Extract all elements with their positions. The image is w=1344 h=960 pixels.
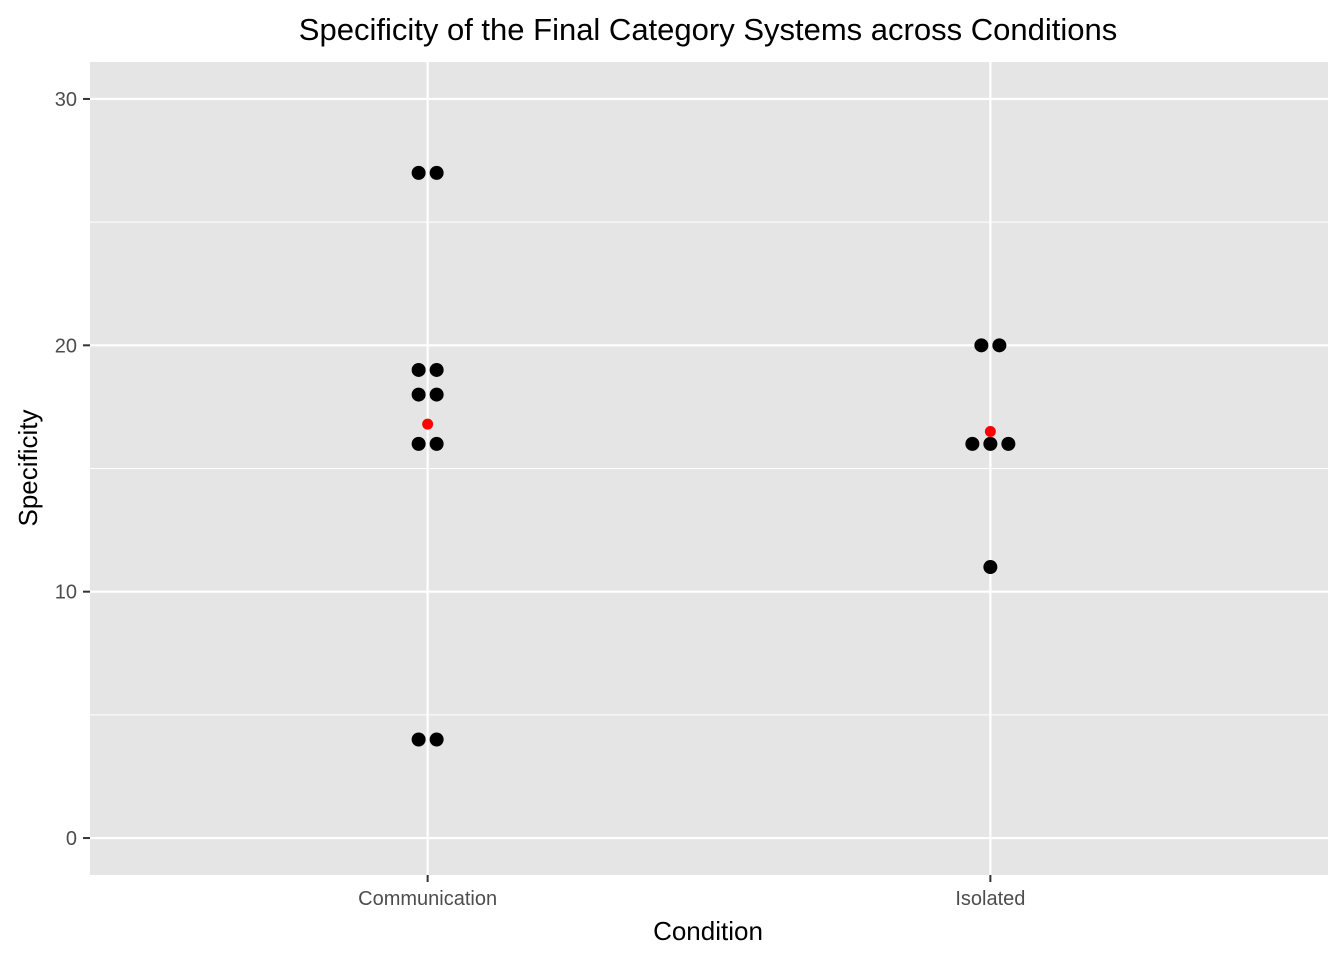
x-axis: Communication Isolated	[358, 875, 1025, 910]
data-point	[411, 362, 426, 377]
y-tick-label: 20	[55, 335, 77, 357]
mean-point	[422, 418, 434, 430]
y-tick-label: 30	[55, 89, 77, 111]
x-tick-label: Communication	[358, 888, 497, 910]
data-point	[983, 436, 998, 451]
data-point	[411, 165, 426, 180]
x-tick-label: Isolated	[955, 888, 1025, 910]
y-tick-label: 10	[55, 582, 77, 604]
data-point	[411, 387, 426, 402]
data-point	[411, 732, 426, 747]
y-tick-label: 0	[66, 828, 77, 850]
data-point	[429, 362, 444, 377]
data-points	[411, 165, 1016, 747]
data-point	[974, 338, 989, 353]
data-point	[429, 436, 444, 451]
data-point	[411, 436, 426, 451]
minor-gridlines	[90, 221, 1328, 716]
data-point	[429, 732, 444, 747]
mean-point	[984, 426, 996, 438]
data-point	[965, 436, 980, 451]
data-point	[992, 338, 1007, 353]
data-point	[983, 560, 998, 575]
y-axis-title: Specificity	[13, 409, 43, 526]
y-axis: 0 10 20 30	[55, 89, 90, 850]
chart-title: Specificity of the Final Category System…	[299, 12, 1117, 47]
x-axis-title: Condition	[653, 916, 763, 946]
major-gridlines	[90, 62, 1328, 875]
data-point	[429, 387, 444, 402]
data-point	[1001, 436, 1016, 451]
data-point	[429, 165, 444, 180]
